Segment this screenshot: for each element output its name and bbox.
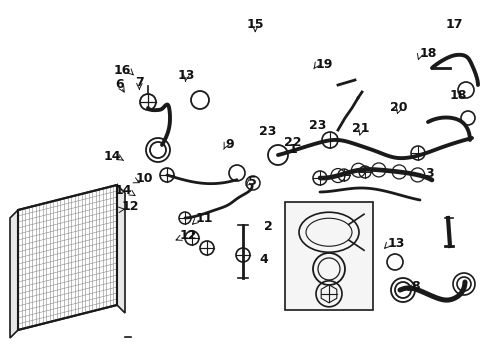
Text: 10: 10 [136,172,153,185]
Text: 4: 4 [259,253,267,266]
Text: 8: 8 [410,280,419,293]
Text: 17: 17 [445,18,463,31]
Text: 5: 5 [248,175,257,188]
Text: 13: 13 [177,69,194,82]
Text: 20: 20 [389,101,407,114]
Text: 14: 14 [103,150,121,163]
Text: 18: 18 [419,47,436,60]
Text: 19: 19 [315,58,332,71]
Text: 15: 15 [246,18,264,31]
Text: 12: 12 [121,201,139,213]
Text: 14: 14 [114,184,132,197]
Text: 12: 12 [180,229,197,242]
Text: 6: 6 [115,78,124,91]
Polygon shape [117,185,125,313]
Text: 7: 7 [135,76,143,89]
Text: 22: 22 [283,136,301,149]
Text: 16: 16 [113,64,131,77]
Text: 23: 23 [259,125,276,138]
Text: 9: 9 [224,138,233,150]
Text: 1: 1 [288,143,297,156]
Text: 3: 3 [425,167,433,180]
Text: 11: 11 [195,212,213,225]
Polygon shape [10,210,18,338]
Polygon shape [18,185,117,330]
Text: 21: 21 [351,122,369,135]
Text: 23: 23 [308,119,326,132]
Bar [285,202,372,310]
Text: 13: 13 [386,237,404,249]
Text: 18: 18 [449,89,467,102]
Text: 2: 2 [264,220,272,233]
